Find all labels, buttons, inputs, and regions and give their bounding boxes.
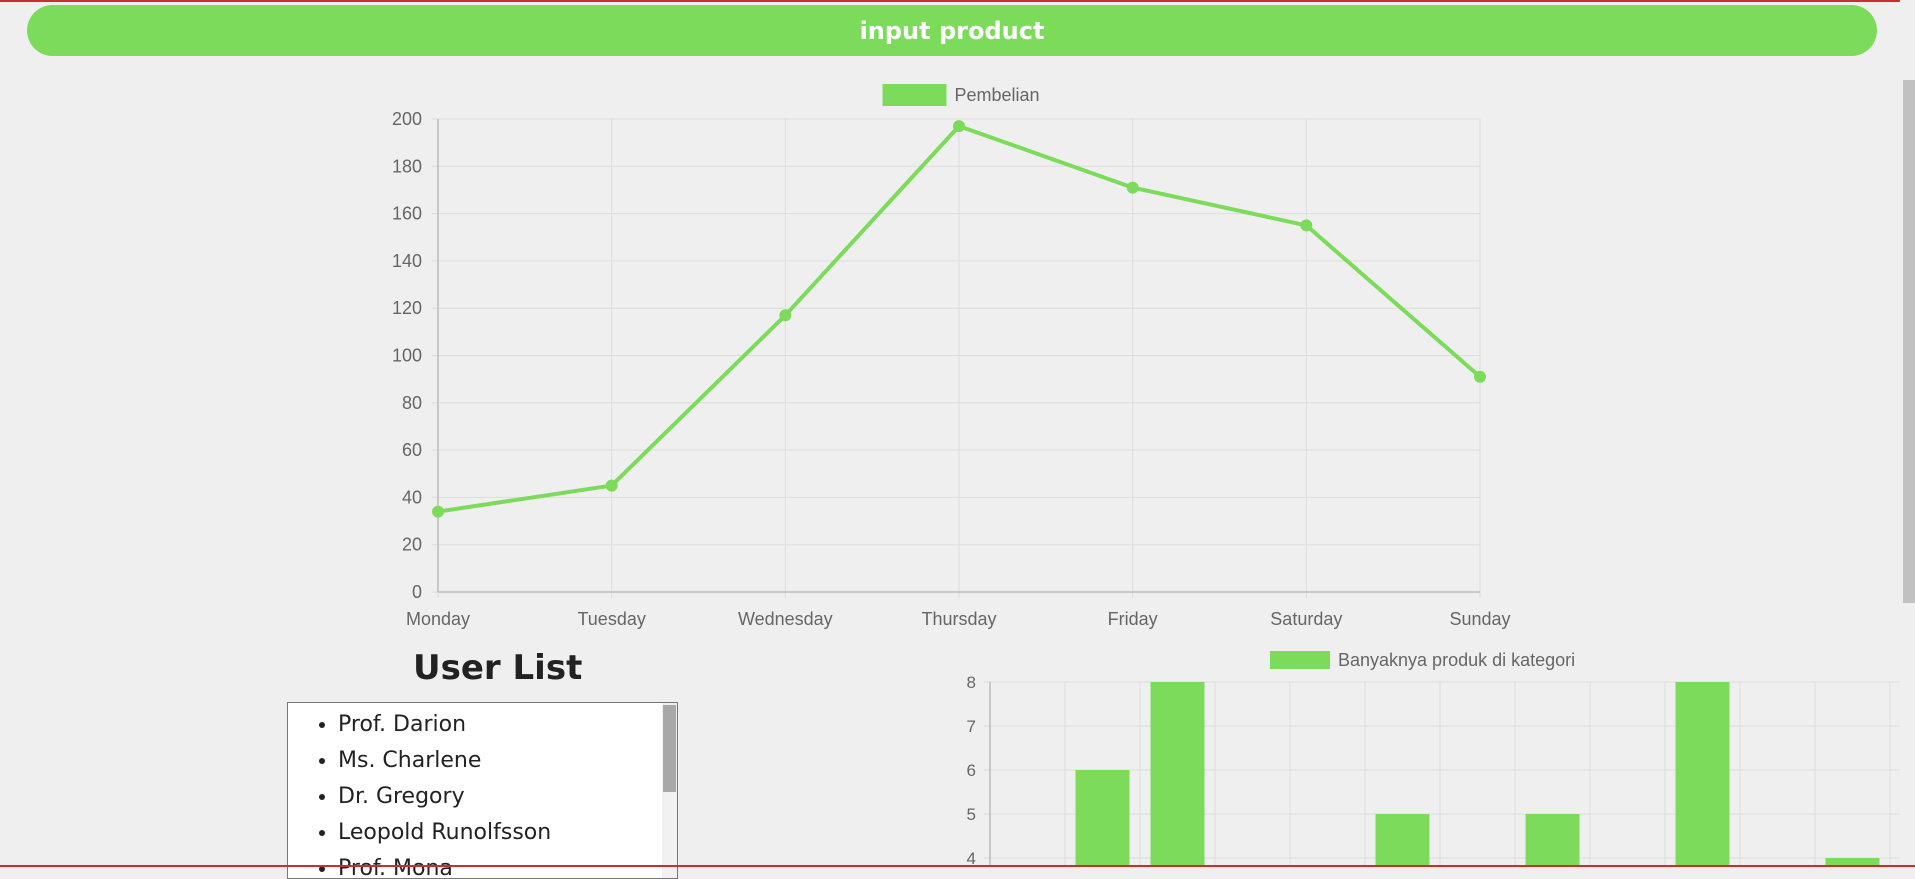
user-list-item: Dr. Gregory	[338, 779, 677, 815]
user-list-box[interactable]: Prof. Darion Ms. Charlene Dr. Gregory Le…	[287, 702, 678, 879]
bar	[1825, 858, 1880, 867]
bottom-border	[0, 865, 1915, 867]
bar	[1675, 682, 1730, 867]
user-list: Prof. Darion Ms. Charlene Dr. Gregory Le…	[288, 703, 677, 878]
page-scrollbar-thumb[interactable]	[1903, 80, 1915, 603]
y-tick-label: 180	[392, 156, 422, 176]
y-tick-label: 5	[967, 805, 976, 824]
x-tick-label: Friday	[1108, 609, 1158, 629]
x-tick-label: Wednesday	[738, 609, 833, 629]
top-border	[0, 0, 1915, 2]
user-list-scrollbar[interactable]	[662, 703, 677, 878]
x-tick-label: Saturday	[1270, 609, 1342, 629]
user-list-item: Leopold Runolfsson	[338, 815, 677, 851]
data-point	[605, 479, 618, 492]
user-list-item: Prof. Darion	[338, 707, 677, 743]
y-tick-label: 200	[392, 109, 422, 129]
bar	[1150, 682, 1205, 867]
data-point	[1474, 370, 1486, 383]
y-tick-label: 100	[392, 346, 422, 366]
data-point	[432, 505, 444, 518]
user-list-scrollbar-thumb[interactable]	[663, 705, 676, 792]
purchases-line-chart: Pembelian 0 20 40 60 80 100 120 140 160 180 200 Mond…	[392, 84, 1511, 629]
y-tick-label: 120	[392, 298, 422, 318]
user-list-item: Ms. Charlene	[338, 743, 677, 779]
y-tick-label: 0	[412, 582, 422, 602]
y-tick-label: 160	[392, 204, 422, 224]
data-point	[953, 120, 965, 133]
bar	[1525, 814, 1580, 867]
legend-label: Pembelian	[955, 85, 1040, 105]
y-tick-label: 80	[402, 393, 422, 413]
y-tick-label: 4	[967, 849, 976, 867]
legend-label: Banyaknya produk di kategori	[1338, 650, 1575, 670]
data-point	[1300, 219, 1313, 232]
x-tick-label: Monday	[406, 609, 470, 629]
y-tick-label: 8	[967, 673, 976, 692]
y-tick-label: 40	[402, 487, 422, 507]
x-tick-label: Thursday	[921, 609, 996, 629]
category-bar-chart: Banyaknya produk di kategori 4 5 6 7 8	[967, 650, 1900, 867]
bar	[1075, 770, 1130, 867]
data-point	[1126, 181, 1139, 194]
x-tick-label: Sunday	[1449, 609, 1510, 629]
x-tick-label: Tuesday	[577, 609, 645, 629]
y-tick-label: 60	[402, 440, 422, 460]
y-tick-label: 20	[402, 535, 422, 555]
y-tick-label: 140	[392, 251, 422, 271]
data-point	[779, 309, 792, 322]
input-product-button[interactable]: input product	[27, 5, 1877, 56]
y-tick-label: 6	[967, 761, 976, 780]
legend-swatch	[1270, 651, 1330, 669]
legend-swatch	[882, 84, 947, 106]
user-list-title: User List	[413, 648, 583, 688]
y-tick-label: 7	[967, 717, 976, 736]
bar	[1375, 814, 1430, 867]
